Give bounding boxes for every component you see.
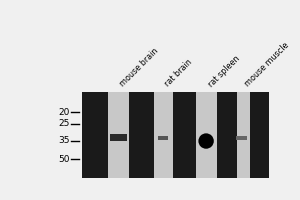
Ellipse shape <box>198 133 214 149</box>
Bar <box>196 92 217 178</box>
Bar <box>237 92 250 178</box>
Text: 20: 20 <box>58 108 70 117</box>
Text: 35: 35 <box>58 136 70 145</box>
Bar <box>108 92 129 178</box>
Bar <box>236 136 247 140</box>
Text: 50: 50 <box>58 155 70 164</box>
Text: rat brain: rat brain <box>164 58 194 89</box>
Text: mouse brain: mouse brain <box>118 47 160 89</box>
Text: 25: 25 <box>58 119 70 128</box>
Bar <box>217 92 237 178</box>
Bar <box>250 92 269 178</box>
Bar <box>158 136 168 140</box>
Bar <box>82 92 108 178</box>
Text: mouse muscle: mouse muscle <box>244 41 291 89</box>
Bar <box>173 92 196 178</box>
Bar <box>110 134 127 141</box>
Bar <box>129 92 154 178</box>
Text: rat spleen: rat spleen <box>206 54 242 89</box>
Bar <box>154 92 173 178</box>
